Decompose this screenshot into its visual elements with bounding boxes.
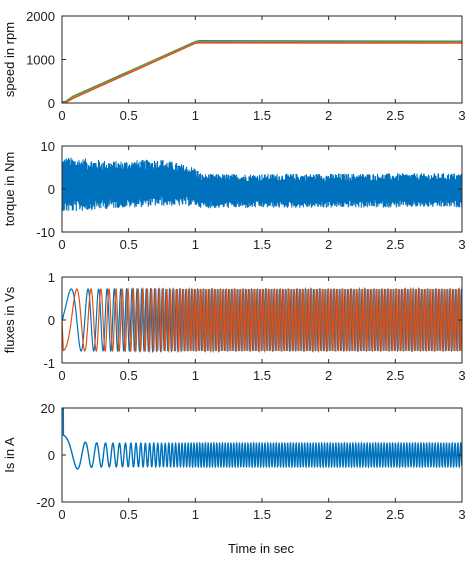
x-tick-label: 2.5 — [386, 108, 404, 123]
y-axis-label: fluxes in Vs — [2, 286, 17, 353]
x-tick-label: 0.5 — [120, 237, 138, 252]
y-tick-label: -10 — [36, 225, 55, 240]
y-tick-label: 0 — [48, 96, 55, 111]
x-tick-label: 1.5 — [253, 108, 271, 123]
y-tick-label: 0 — [48, 448, 55, 463]
x-tick-label: 3 — [458, 108, 465, 123]
x-tick-label: 1 — [192, 368, 199, 383]
y-tick-label: 1 — [48, 270, 55, 285]
y-tick-label: 0 — [48, 182, 55, 197]
x-tick-label: 1.5 — [253, 368, 271, 383]
plot-area — [62, 157, 462, 212]
x-tick-label: 0 — [58, 108, 65, 123]
plot-area — [62, 286, 462, 354]
x-tick-label: 1 — [192, 237, 199, 252]
x-tick-label: 3 — [458, 507, 465, 522]
x-tick-label: 2.5 — [386, 507, 404, 522]
x-tick-label: 1 — [192, 507, 199, 522]
x-tick-label: 2 — [325, 368, 332, 383]
x-tick-label: 1.5 — [253, 507, 271, 522]
flux-line-2 — [62, 286, 462, 354]
subplot-1: 0 0.5 1 1.5 2 2.5 3 0 1000 2000 speed in rpm — [2, 9, 466, 123]
y-tick-label: 0 — [48, 313, 55, 328]
y-tick-label: 1000 — [26, 53, 55, 68]
x-tick-label: 0 — [58, 237, 65, 252]
x-tick-label: 2 — [325, 108, 332, 123]
torque-line — [62, 157, 462, 212]
y-axis-label: torque in Nm — [2, 152, 17, 226]
x-tick-label: 3 — [458, 237, 465, 252]
x-tick-label: 1 — [192, 108, 199, 123]
y-axis-label: Is in A — [2, 437, 17, 473]
current-line — [62, 408, 462, 470]
plot-area — [62, 39, 462, 103]
y-tick-label: -1 — [43, 356, 55, 371]
y-tick-label: 20 — [41, 401, 55, 416]
x-axis-label: Time in sec — [228, 541, 294, 556]
x-tick-label: 0 — [58, 368, 65, 383]
x-tick-label: 2 — [325, 507, 332, 522]
x-tick-label: 2.5 — [386, 368, 404, 383]
speed-line-4 — [62, 41, 462, 103]
x-tick-label: 0 — [58, 507, 65, 522]
y-tick-label: -20 — [36, 495, 55, 510]
x-tick-label: 0.5 — [120, 507, 138, 522]
plot-area — [62, 408, 462, 470]
y-axis-label: speed in rpm — [2, 22, 17, 97]
x-tick-label: 2 — [325, 237, 332, 252]
x-tick-label: 3 — [458, 368, 465, 383]
y-tick-label: 2000 — [26, 9, 55, 24]
y-tick-label: 10 — [41, 139, 55, 154]
x-tick-label: 2.5 — [386, 237, 404, 252]
x-tick-label: 1.5 — [253, 237, 271, 252]
flux-line-1 — [62, 286, 462, 354]
x-tick-label: 0.5 — [120, 368, 138, 383]
x-tick-label: 0.5 — [120, 108, 138, 123]
